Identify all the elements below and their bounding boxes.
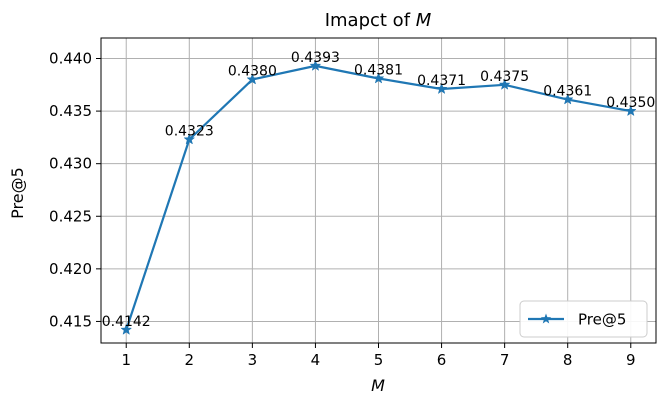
- legend-label: Pre@5: [578, 311, 626, 329]
- data-label: 0.4393: [291, 50, 340, 66]
- data-point: [183, 133, 196, 145]
- legend: Pre@5: [519, 300, 648, 338]
- y-axis-label: Pre@5: [8, 167, 27, 219]
- y-tick-label: 0.440: [49, 50, 92, 68]
- data-labels: 0.4142 0.4323 0.4380 0.4393 0.4381 0.4371 0.43…: [102, 50, 656, 330]
- data-point: [372, 72, 385, 84]
- series-layer: [120, 59, 637, 335]
- data-point: [624, 104, 637, 117]
- data-point: [435, 82, 448, 95]
- data-label: 0.4371: [417, 73, 466, 89]
- data-label: 0.4361: [543, 84, 592, 100]
- x-tick-label: 3: [248, 351, 258, 369]
- data-label: 0.4381: [354, 62, 403, 78]
- x-tick-label: 8: [563, 351, 573, 369]
- x-tick-label: 2: [185, 351, 195, 369]
- data-point: [561, 93, 574, 105]
- y-tick-label: 0.420: [49, 260, 92, 278]
- data-point: [246, 73, 259, 85]
- data-point: [309, 59, 322, 71]
- y-tick-label: 0.415: [49, 312, 92, 330]
- x-tick-label: 1: [121, 351, 131, 369]
- y-axis: 0.415 0.420 0.425 0.430 0.435 0.440: [49, 50, 101, 330]
- legend-box: [519, 300, 648, 338]
- x-tick-label: 4: [311, 351, 321, 369]
- data-label: 0.4380: [228, 64, 277, 80]
- x-tick-label: 6: [437, 351, 447, 369]
- data-label: 0.4323: [165, 123, 214, 139]
- data-point: [498, 78, 511, 90]
- x-tick-label: 7: [500, 351, 510, 369]
- legend-marker: [540, 313, 552, 324]
- x-tick-label: 9: [626, 351, 636, 369]
- chart-title: Imapct of M: [325, 10, 432, 31]
- x-axis-label: M: [371, 376, 385, 395]
- x-tick-label: 5: [374, 351, 384, 369]
- y-tick-label: 0.430: [49, 155, 92, 173]
- data-label: 0.4142: [102, 314, 151, 330]
- y-tick-label: 0.435: [49, 102, 92, 120]
- y-tick-label: 0.425: [49, 207, 92, 225]
- data-point: [120, 323, 133, 335]
- data-label: 0.4375: [480, 69, 529, 85]
- data-label: 0.4350: [606, 95, 655, 111]
- x-axis: 1 2 3 4 5 6 7 8 9: [121, 343, 636, 369]
